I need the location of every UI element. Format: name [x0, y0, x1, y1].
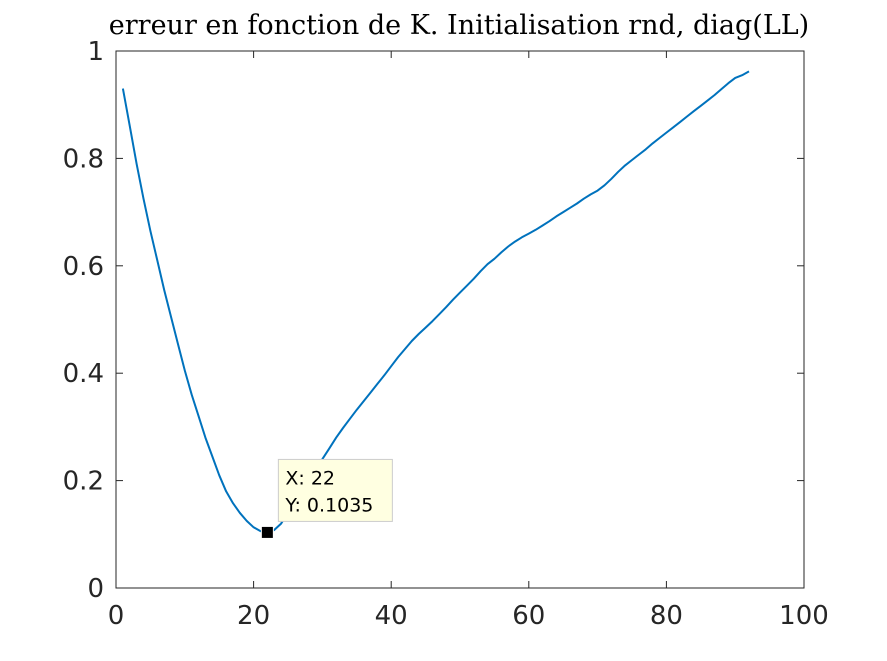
series-line — [121, 70, 750, 534]
y-tick-label: 0 — [87, 574, 104, 604]
plot-area — [115, 50, 805, 589]
axes-box — [115, 50, 805, 589]
y-tick-label: 1 — [87, 37, 104, 67]
datatip-box — [277, 458, 393, 522]
y-tick-label: 0.6 — [63, 252, 104, 282]
y-tick-label: 0.8 — [63, 144, 104, 174]
datatip-x-label: X: 22 — [285, 467, 335, 489]
chart-title: erreur en fonction de K. Initialisation … — [109, 10, 809, 41]
x-tick-label: 100 — [779, 601, 829, 631]
datatip-y-label: Y: 0.1035 — [284, 494, 373, 516]
x-tick-label: 80 — [650, 601, 683, 631]
y-tick-label: 0.4 — [63, 359, 104, 389]
data-tip[interactable]: X: 22 Y: 0.1035 — [260, 458, 393, 539]
x-tick-label: 60 — [512, 601, 545, 631]
x-tick-label: 20 — [237, 601, 270, 631]
axis-ticks: 0 20 40 60 80 100 0 0.2 0.4 0.6 0.8 1 — [63, 37, 829, 631]
y-tick-label: 0.2 — [63, 467, 104, 497]
x-tick-label: 0 — [108, 601, 125, 631]
datatip-marker[interactable] — [260, 525, 274, 539]
x-tick-label: 40 — [375, 601, 408, 631]
series-layer — [121, 70, 750, 534]
